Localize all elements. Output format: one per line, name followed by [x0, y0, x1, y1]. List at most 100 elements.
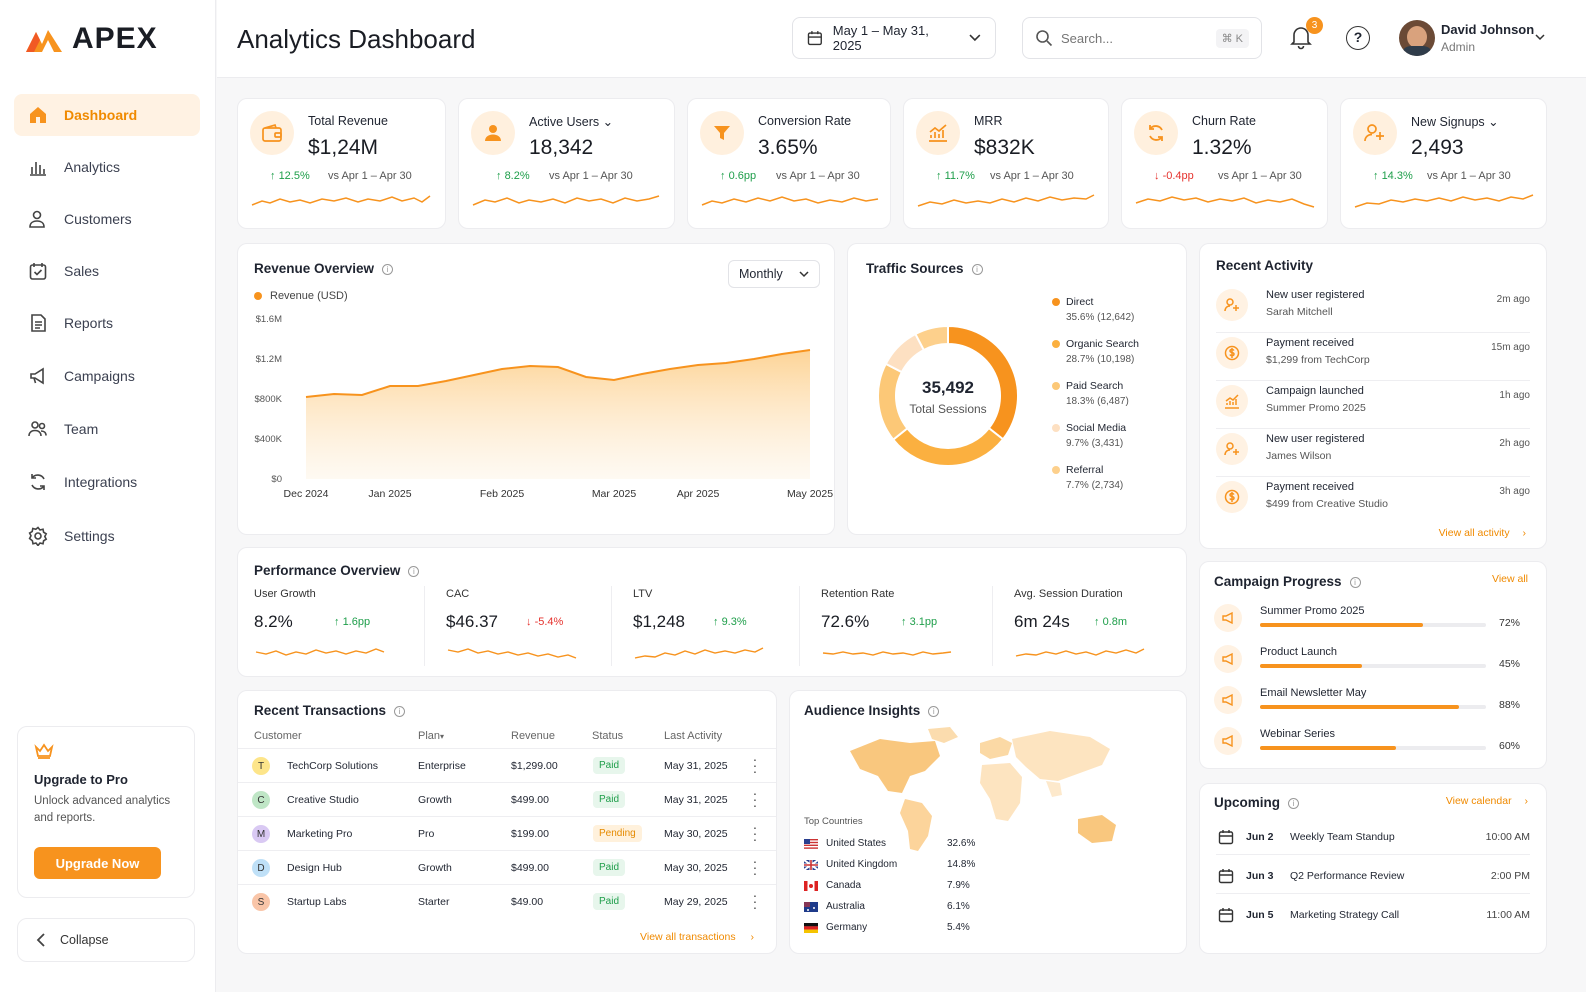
- revenue: $49.00: [511, 896, 544, 908]
- legend-dot: [254, 292, 262, 300]
- help-icon[interactable]: ?: [1346, 26, 1370, 50]
- sparkline: [255, 648, 385, 656]
- view-all-campaigns-link[interactable]: View all: [1492, 573, 1528, 585]
- kpi-value: $832K: [974, 136, 1035, 159]
- activity-item[interactable]: New user registered James Wilson 2h ago: [1200, 429, 1546, 477]
- table-row[interactable]: M Marketing Pro Pro $199.00 Pending May 30, 2…: [238, 817, 776, 851]
- upcoming-item[interactable]: Jun 5 Marketing Strategy Call 11:00 AM: [1200, 902, 1546, 940]
- sidebar-item-integrations[interactable]: Integrations: [14, 461, 200, 503]
- search-input[interactable]: [1061, 30, 1201, 46]
- table-row[interactable]: C Creative Studio Growth $499.00 Paid May 31,…: [238, 783, 776, 817]
- campaign-item[interactable]: Product Launch 45%: [1200, 643, 1546, 683]
- sidebar-item-customers[interactable]: Customers: [14, 198, 200, 240]
- legend-dot: [1052, 424, 1060, 432]
- column-header-plan[interactable]: Plan▾: [418, 730, 445, 742]
- upcoming-name: Marketing Strategy Call: [1290, 909, 1400, 921]
- campaign-name: Email Newsletter May: [1260, 687, 1367, 699]
- kpi-label: Conversion Rate: [758, 114, 852, 128]
- donut-center-value: 35,492: [922, 378, 974, 397]
- row-menu-icon[interactable]: · · ·: [752, 785, 758, 813]
- upcoming-item[interactable]: Jun 3 Q2 Performance Review 2:00 PM: [1200, 863, 1546, 901]
- activity-sub: $1,299 from TechCorp: [1266, 354, 1370, 366]
- row-menu-icon[interactable]: · · ·: [752, 853, 758, 881]
- sidebar-item-dashboard[interactable]: Dashboard: [14, 94, 200, 136]
- column-header: Customer: [254, 730, 302, 742]
- kpi-compare: vs Apr 1 – Apr 30: [328, 170, 412, 182]
- donut-slice[interactable]: [891, 426, 1005, 467]
- kpi-value: 18,342: [529, 136, 594, 159]
- upcoming-item[interactable]: Jun 2 Weekly Team Standup 10:00 AM: [1200, 824, 1546, 862]
- country-percent: 14.8%: [947, 859, 976, 870]
- search-box[interactable]: ⌘ K: [1022, 17, 1262, 59]
- metric-label: CAC: [446, 588, 470, 600]
- activity-item[interactable]: Campaign launched Summer Promo 2025 1h ago: [1200, 381, 1546, 429]
- upgrade-now-button[interactable]: Upgrade Now: [34, 847, 161, 879]
- dollar-icon: [1216, 481, 1248, 513]
- row-menu-icon[interactable]: · · ·: [752, 751, 758, 779]
- legend-dot: [1052, 298, 1060, 306]
- kpi-label[interactable]: New Signups ⌄: [1411, 115, 1499, 129]
- sidebar-item-settings[interactable]: Settings: [14, 515, 200, 557]
- period-select[interactable]: Monthly: [728, 260, 820, 288]
- activity-title: New user registered: [1266, 433, 1365, 445]
- country-name: Germany: [826, 922, 868, 933]
- metric-value: $1,248: [633, 612, 685, 631]
- activity-title: Payment received: [1266, 337, 1355, 349]
- kpi-compare: vs Apr 1 – Apr 30: [1427, 170, 1511, 182]
- legend-dot: [1052, 382, 1060, 390]
- campaign-item[interactable]: Email Newsletter May 88%: [1200, 684, 1546, 724]
- kpi-card-conversion-rate[interactable]: Conversion Rate 3.65% ↑ 0.6pp vs Apr 1 –…: [687, 98, 891, 229]
- table-row[interactable]: D Design Hub Growth $499.00 Paid May 30, 2025…: [238, 851, 776, 885]
- table-row[interactable]: S Startup Labs Starter $49.00 Paid May 29, 20…: [238, 885, 776, 919]
- calendar-icon: [1218, 869, 1234, 884]
- x-tick-label: Feb 2025: [480, 488, 525, 500]
- mail-icon: [1214, 686, 1242, 714]
- kpi-label[interactable]: Active Users ⌄: [529, 115, 614, 129]
- campaign-item[interactable]: Webinar Series 60%: [1200, 725, 1546, 765]
- view-calendar-link[interactable]: View calendar ›: [1445, 795, 1528, 807]
- legend-detail: 28.7% (10,198): [1066, 354, 1135, 365]
- user-menu[interactable]: David Johnson Admin: [1397, 18, 1547, 60]
- campaign-percent: 45%: [1498, 658, 1520, 670]
- campaign-item[interactable]: Summer Promo 2025 72%: [1200, 602, 1546, 642]
- traffic-donut-chart: [877, 324, 1019, 467]
- kpi-delta: ↑ 11.7%: [936, 170, 975, 182]
- kpi-value: 3.65%: [758, 136, 818, 159]
- sidebar-item-campaigns[interactable]: Campaigns: [14, 355, 200, 397]
- sidebar-item-sales[interactable]: Sales: [14, 250, 200, 292]
- view-all-transactions-link[interactable]: View all transactions ›: [640, 931, 754, 943]
- kpi-card-total-revenue[interactable]: Total Revenue $1,24M ↑ 12.5% vs Apr 1 – …: [237, 98, 446, 229]
- campaign-percent: 88%: [1498, 699, 1520, 711]
- sparkline: [1015, 648, 1145, 657]
- sidebar-item-analytics[interactable]: Analytics: [14, 146, 200, 188]
- sidebar: APEX Dashboard Analytics Customers Sales…: [0, 0, 216, 992]
- status-badge: Pending: [593, 825, 642, 842]
- notifications-button[interactable]: 3: [1289, 17, 1323, 55]
- bar-chart-icon: [30, 162, 46, 176]
- sidebar-item-reports[interactable]: Reports: [14, 302, 200, 344]
- world-map: [850, 727, 1116, 851]
- date-range-picker[interactable]: May 1 – May 31, 2025: [792, 17, 996, 59]
- activity-item[interactable]: New user registered Sarah Mitchell 2m ago: [1200, 285, 1546, 333]
- table-row[interactable]: T TechCorp Solutions Enterprise $1,299.00 Pa…: [238, 749, 776, 783]
- activity-item[interactable]: Payment received $499 from Creative Studi…: [1200, 477, 1546, 525]
- kpi-card-active-users[interactable]: Active Users ⌄ 18,342 ↑ 8.2% vs Apr 1 – …: [458, 98, 675, 229]
- view-all-activity-link[interactable]: View all activity ›: [1438, 527, 1526, 539]
- logo[interactable]: APEX: [24, 22, 158, 56]
- donut-slice[interactable]: [914, 324, 949, 352]
- campaign-name: Summer Promo 2025: [1260, 605, 1365, 617]
- sidebar-item-team[interactable]: Team: [14, 408, 200, 450]
- activity-item[interactable]: Payment received $1,299 from TechCorp 15m …: [1200, 333, 1546, 381]
- metric-label: Avg. Session Duration: [1014, 588, 1123, 600]
- kpi-card-mrr[interactable]: MRR $832K ↑ 11.7% vs Apr 1 – Apr 30: [903, 98, 1109, 229]
- info-icon: i: [1349, 576, 1361, 588]
- campaign-name: Product Launch: [1260, 646, 1338, 658]
- kpi-card-churn-rate[interactable]: Churn Rate 1.32% ↓ -0.4pp vs Apr 1 – Apr…: [1121, 98, 1328, 229]
- upgrade-card: Upgrade to Pro Unlock advanced analytics…: [17, 726, 195, 898]
- row-menu-icon[interactable]: · · ·: [752, 819, 758, 847]
- collapse-button[interactable]: Collapse: [17, 918, 195, 962]
- kpi-value: 1.32%: [1192, 136, 1252, 159]
- kpi-card-new-signups[interactable]: New Signups ⌄ 2,493 ↑ 14.3% vs Apr 1 – A…: [1340, 98, 1547, 229]
- calendar-icon: [807, 31, 822, 46]
- row-menu-icon[interactable]: · · ·: [752, 887, 758, 915]
